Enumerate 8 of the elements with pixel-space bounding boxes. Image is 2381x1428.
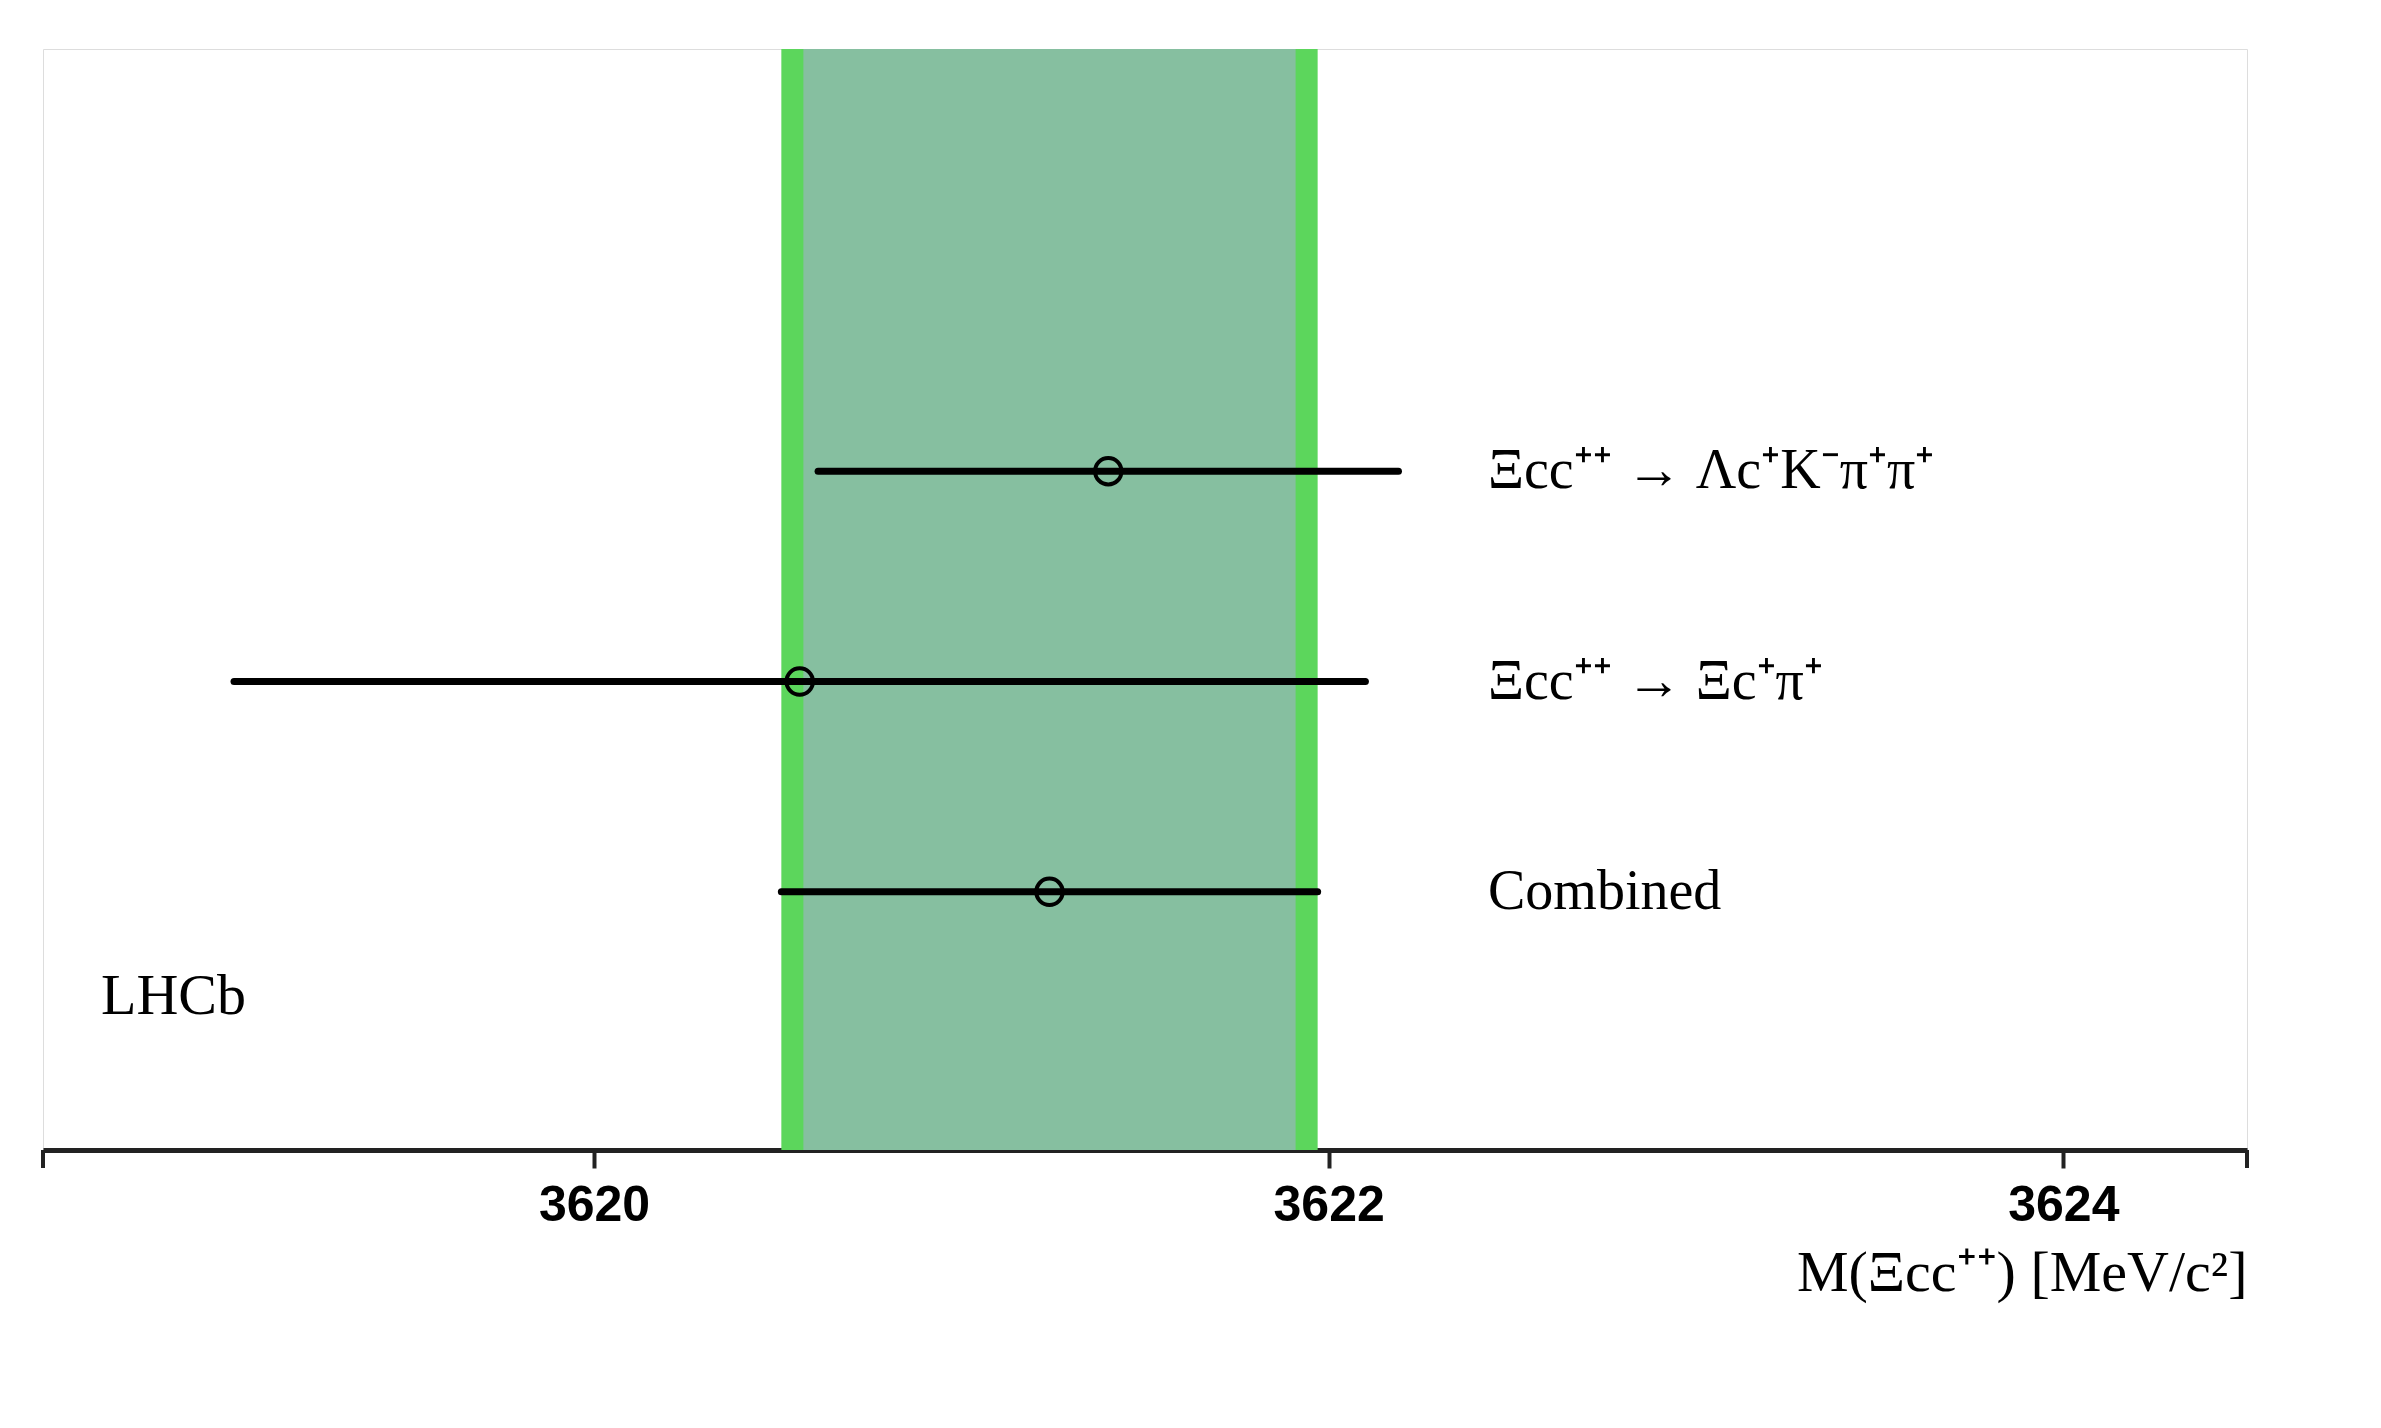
x-axis-title: M(Ξcc⁺⁺) [MeV/c²] bbox=[1796, 1238, 2248, 1304]
x-tick-label: 3622 bbox=[1273, 1175, 1385, 1232]
annotation: LHCb bbox=[101, 962, 246, 1027]
x-tick-label: 3620 bbox=[538, 1175, 651, 1232]
x-tick-label: 3624 bbox=[2008, 1175, 2120, 1232]
y-tick-label: Ξcc⁺⁺ → Ξc⁺π⁺ bbox=[1488, 648, 1823, 711]
y-tick-label: Ξcc⁺⁺ → Λc⁺K⁻π⁺π⁺ bbox=[1488, 438, 1935, 501]
y-tick-label: Combined bbox=[1488, 858, 1722, 921]
